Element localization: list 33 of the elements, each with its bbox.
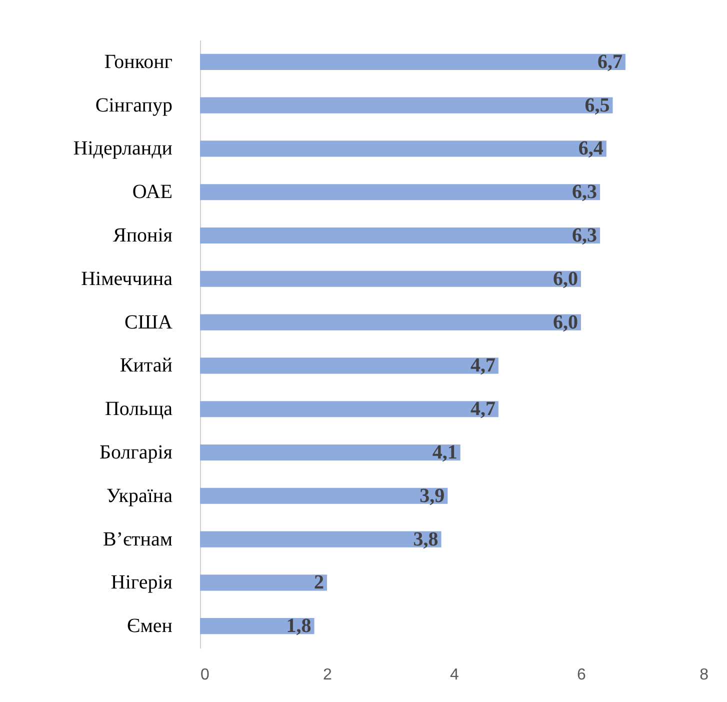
y-tick-label: Сінгапур — [95, 94, 172, 116]
data-label: 6,3 — [572, 181, 598, 204]
data-label: 6,0 — [553, 268, 578, 290]
data-label: 6,7 — [597, 50, 622, 73]
x-tick-label: 0 — [200, 666, 210, 684]
x-tick-label: 6 — [577, 666, 586, 684]
data-label: 4,7 — [470, 354, 496, 377]
data-label: 2 — [314, 572, 324, 594]
y-tick-label: Німеччина — [81, 268, 173, 290]
data-label: 3,8 — [413, 528, 438, 550]
x-tick-label: 8 — [700, 666, 709, 684]
y-tick-label: Україна — [106, 484, 173, 507]
x-tick-label: 2 — [323, 666, 332, 684]
y-tick-label: Польща — [104, 398, 173, 420]
x-tick-label: 4 — [450, 666, 460, 684]
y-tick-label: В’єтнам — [102, 528, 173, 550]
data-label: 1,8 — [286, 615, 312, 638]
data-label: 3,9 — [420, 484, 445, 507]
y-tick-label: ОАЕ — [132, 181, 172, 204]
data-label: 6,4 — [578, 138, 604, 160]
y-tick-label: Китай — [120, 354, 173, 377]
data-label: 6,0 — [553, 311, 578, 334]
data-label: 6,5 — [584, 94, 610, 116]
y-tick-label: США — [124, 311, 174, 334]
y-tick-label: Нігерія — [110, 572, 172, 594]
y-tick-label: Японія — [112, 224, 172, 247]
data-label: 4,7 — [470, 398, 496, 420]
y-tick-label: Гонконг — [104, 50, 172, 73]
y-tick-label: Нідерланди — [73, 138, 173, 160]
y-tick-label: Болгарія — [99, 441, 172, 464]
data-label: 6,3 — [572, 224, 598, 247]
data-label: 4,1 — [432, 441, 458, 464]
y-tick-label: Ємен — [127, 615, 173, 638]
